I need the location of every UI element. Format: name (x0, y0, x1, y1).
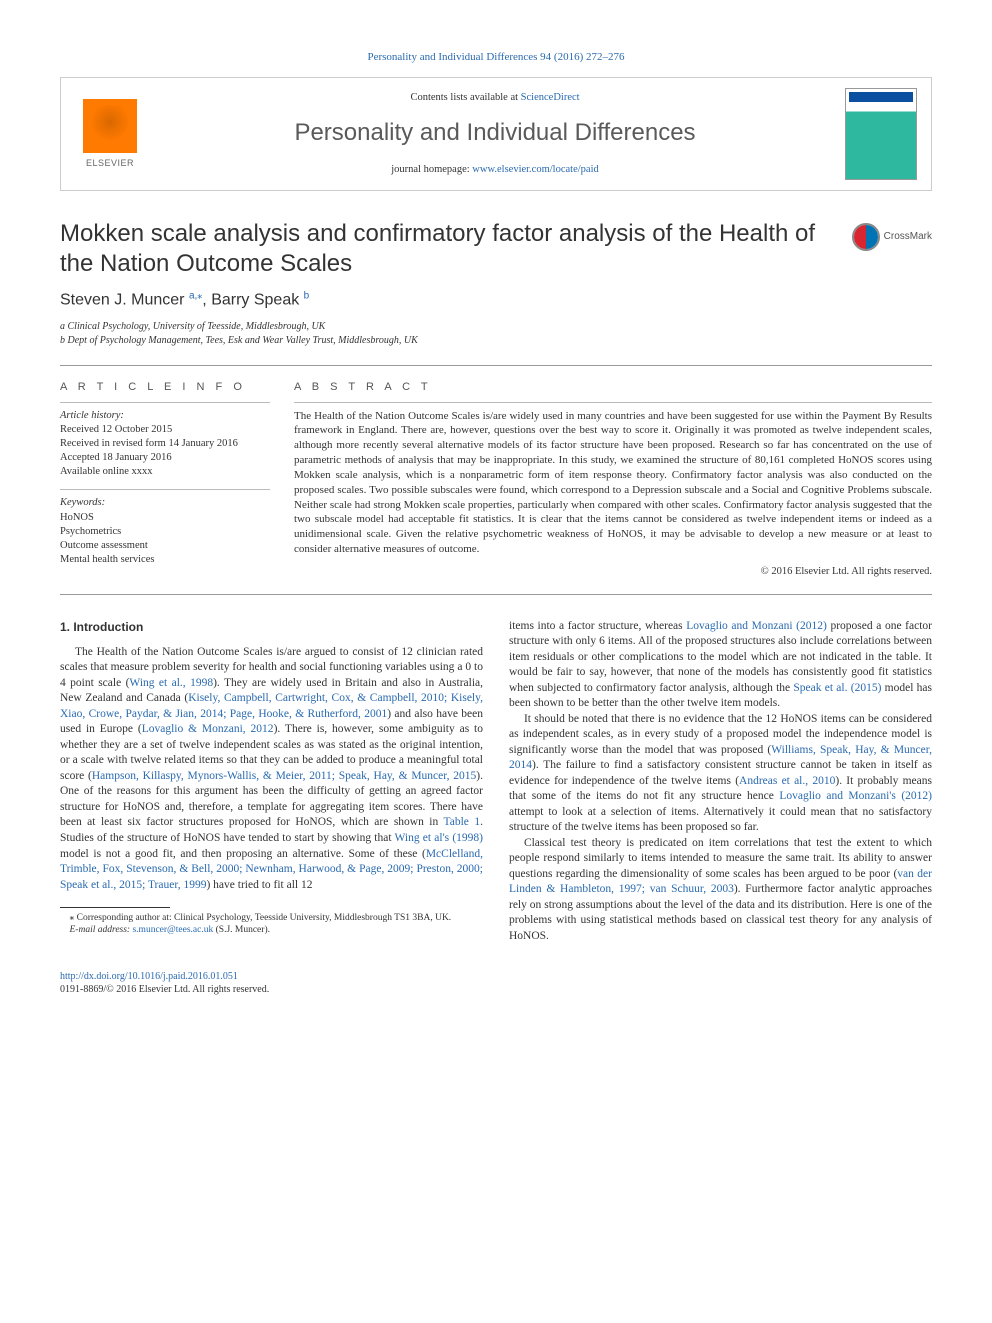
body-columns: 1. Introduction The Health of the Nation… (60, 619, 932, 945)
divider (60, 365, 932, 366)
crossmark-badge[interactable]: CrossMark (852, 223, 932, 251)
affiliations: a Clinical Psychology, University of Tee… (60, 320, 932, 347)
citation-link[interactable]: Andreas et al., 2010 (739, 775, 835, 787)
title-row: Mokken scale analysis and confirmatory f… (60, 219, 932, 279)
page-footer: http://dx.doi.org/10.1016/j.paid.2016.01… (60, 970, 932, 996)
history-accepted: Accepted 18 January 2016 (60, 451, 270, 465)
elsevier-tree-icon (83, 99, 137, 153)
section-heading: 1. Introduction (60, 619, 483, 635)
journal-cover-thumb (845, 88, 917, 180)
keyword-4: Mental health services (60, 553, 270, 567)
citation-link[interactable]: Lovaglio and Monzani's (2012) (779, 790, 932, 802)
email-label: E-mail address: (70, 925, 133, 935)
keywords: Keywords: HoNOS Psychometrics Outcome as… (60, 496, 270, 567)
divider (294, 402, 932, 403)
authors: Steven J. Muncer a,⁎, Barry Speak b (60, 289, 932, 312)
history-online: Available online xxxx (60, 465, 270, 479)
citation-link[interactable]: Wing et al., 1998 (129, 677, 213, 689)
history-revised: Received in revised form 14 January 2016 (60, 437, 270, 451)
author-sep: , (202, 292, 211, 309)
crossmark-label: CrossMark (884, 230, 932, 244)
author-1: Steven J. Muncer (60, 292, 189, 309)
affiliation-b: b Dept of Psychology Management, Tees, E… (60, 334, 932, 348)
body-paragraph: The Health of the Nation Outcome Scales … (60, 645, 483, 893)
homepage-link[interactable]: www.elsevier.com/locate/paid (472, 164, 598, 175)
author-2: Barry Speak (211, 292, 303, 309)
journal-name: Personality and Individual Differences (145, 116, 845, 150)
body-paragraph: Classical test theory is predicated on i… (509, 836, 932, 945)
elsevier-logo: ELSEVIER (75, 94, 145, 174)
homepage-line: journal homepage: www.elsevier.com/locat… (145, 163, 845, 178)
crossmark-icon (852, 223, 880, 251)
body-paragraph: It should be noted that there is no evid… (509, 712, 932, 836)
abstract-text: The Health of the Nation Outcome Scales … (294, 409, 932, 557)
body-col-right: items into a factor structure, whereas L… (509, 619, 932, 945)
corresponding-footnote: ⁎ Corresponding author at: Clinical Psyc… (60, 912, 483, 924)
doi-link[interactable]: http://dx.doi.org/10.1016/j.paid.2016.01… (60, 971, 238, 982)
keyword-1: HoNOS (60, 511, 270, 525)
body-paragraph: items into a factor structure, whereas L… (509, 619, 932, 712)
divider (60, 402, 270, 403)
email-link[interactable]: s.muncer@tees.ac.uk (132, 925, 213, 935)
article-info-col: A R T I C L E I N F O Article history: R… (60, 380, 270, 580)
contents-prefix: Contents lists available at (410, 92, 520, 103)
citation-link[interactable]: Hampson, Killaspy, Mynors-Wallis, & Meie… (92, 770, 476, 782)
article-history: Article history: Received 12 October 201… (60, 409, 270, 480)
keywords-label: Keywords: (60, 496, 270, 510)
sciencedirect-link[interactable]: ScienceDirect (521, 92, 580, 103)
homepage-prefix: journal homepage: (391, 164, 472, 175)
citation-link[interactable]: Lovaglio and Monzani (2012) (686, 620, 827, 632)
issn-copyright: 0191-8869/© 2016 Elsevier Ltd. All right… (60, 983, 932, 996)
citation-link[interactable]: Lovaglio & Monzani, 2012 (142, 723, 274, 735)
divider (60, 489, 270, 490)
top-citation-link[interactable]: Personality and Individual Differences 9… (367, 51, 624, 63)
table-link[interactable]: Table 1 (444, 816, 481, 828)
history-label: Article history: (60, 409, 270, 423)
body-col-left: 1. Introduction The Health of the Nation… (60, 619, 483, 945)
email-footnote: E-mail address: s.muncer@tees.ac.uk (S.J… (60, 924, 483, 936)
history-received: Received 12 October 2015 (60, 423, 270, 437)
keyword-2: Psychometrics (60, 525, 270, 539)
abstract-label: A B S T R A C T (294, 380, 932, 395)
contents-line: Contents lists available at ScienceDirec… (145, 91, 845, 106)
author-2-affil-sup[interactable]: b (304, 292, 310, 309)
footnote-separator (60, 907, 170, 908)
top-citation: Personality and Individual Differences 9… (60, 50, 932, 65)
elsevier-brand: ELSEVIER (86, 157, 134, 170)
keyword-3: Outcome assessment (60, 539, 270, 553)
abstract-col: A B S T R A C T The Health of the Nation… (294, 380, 932, 580)
email-name: (S.J. Muncer). (213, 925, 270, 935)
article-info-label: A R T I C L E I N F O (60, 380, 270, 395)
divider (60, 594, 932, 595)
header-center: Contents lists available at ScienceDirec… (145, 91, 845, 178)
affiliation-a: a Clinical Psychology, University of Tee… (60, 320, 932, 334)
info-abstract-row: A R T I C L E I N F O Article history: R… (60, 380, 932, 580)
citation-link[interactable]: Wing et al's (1998) (395, 832, 483, 844)
journal-header: ELSEVIER Contents lists available at Sci… (60, 77, 932, 191)
article-title: Mokken scale analysis and confirmatory f… (60, 219, 832, 279)
abstract-copyright: © 2016 Elsevier Ltd. All rights reserved… (294, 565, 932, 580)
citation-link[interactable]: Speak et al. (2015) (793, 682, 881, 694)
